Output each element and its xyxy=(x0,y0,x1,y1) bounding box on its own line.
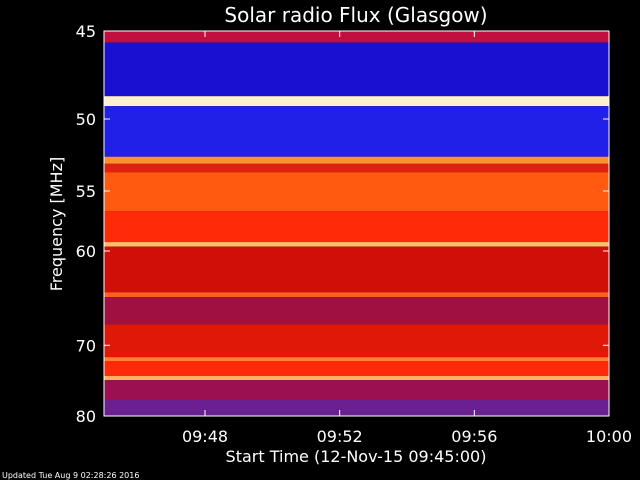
spectrogram-band xyxy=(104,172,609,212)
y-tick-label: 55 xyxy=(76,182,96,201)
spectrogram-band xyxy=(104,156,609,164)
spectrogram-band xyxy=(104,292,609,298)
x-tick-label: 09:56 xyxy=(451,427,497,446)
y-tick-label: 70 xyxy=(76,336,96,355)
spectrogram-band xyxy=(104,375,609,381)
x-axis-label: Start Time (12-Nov-15 09:45:00) xyxy=(226,447,487,466)
spectrogram-band xyxy=(104,163,609,173)
spectrogram-band xyxy=(104,42,609,97)
y-tick-label: 45 xyxy=(76,22,96,41)
spectrogram-band xyxy=(104,211,609,243)
spectrogram-band xyxy=(104,242,609,247)
footer-updated-text: Updated Tue Aug 9 02:28:26 2016 xyxy=(2,471,139,480)
x-tick-label: 09:52 xyxy=(317,427,363,446)
spectrogram-band xyxy=(104,31,609,43)
spectrogram-band xyxy=(104,361,609,376)
spectrogram-band xyxy=(104,246,609,293)
spectrogram-band xyxy=(104,380,609,401)
spectrogram-band xyxy=(104,357,609,361)
x-tick-label: 09:48 xyxy=(182,427,228,446)
spectrogram-band xyxy=(104,400,609,416)
plot-frame xyxy=(103,30,610,417)
y-tick-label: 50 xyxy=(76,110,96,129)
y-axis-label: Frequency [MHz] xyxy=(47,157,66,291)
spectrogram-band xyxy=(104,96,609,107)
x-axis: 09:48 09:52 09:56 10:00 xyxy=(182,31,632,446)
x-tick-label: 10:00 xyxy=(586,427,632,446)
spectrogram-band xyxy=(104,106,609,157)
y-tick-label: 60 xyxy=(76,242,96,261)
spectrogram-plot-area xyxy=(104,31,609,416)
spectrogram-band xyxy=(104,297,609,325)
y-tick-label: 80 xyxy=(76,407,96,426)
y-axis: 45 50 55 60 70 80 xyxy=(76,22,609,426)
spectrogram-band xyxy=(104,324,609,358)
chart-title: Solar radio Flux (Glasgow) xyxy=(224,3,487,27)
